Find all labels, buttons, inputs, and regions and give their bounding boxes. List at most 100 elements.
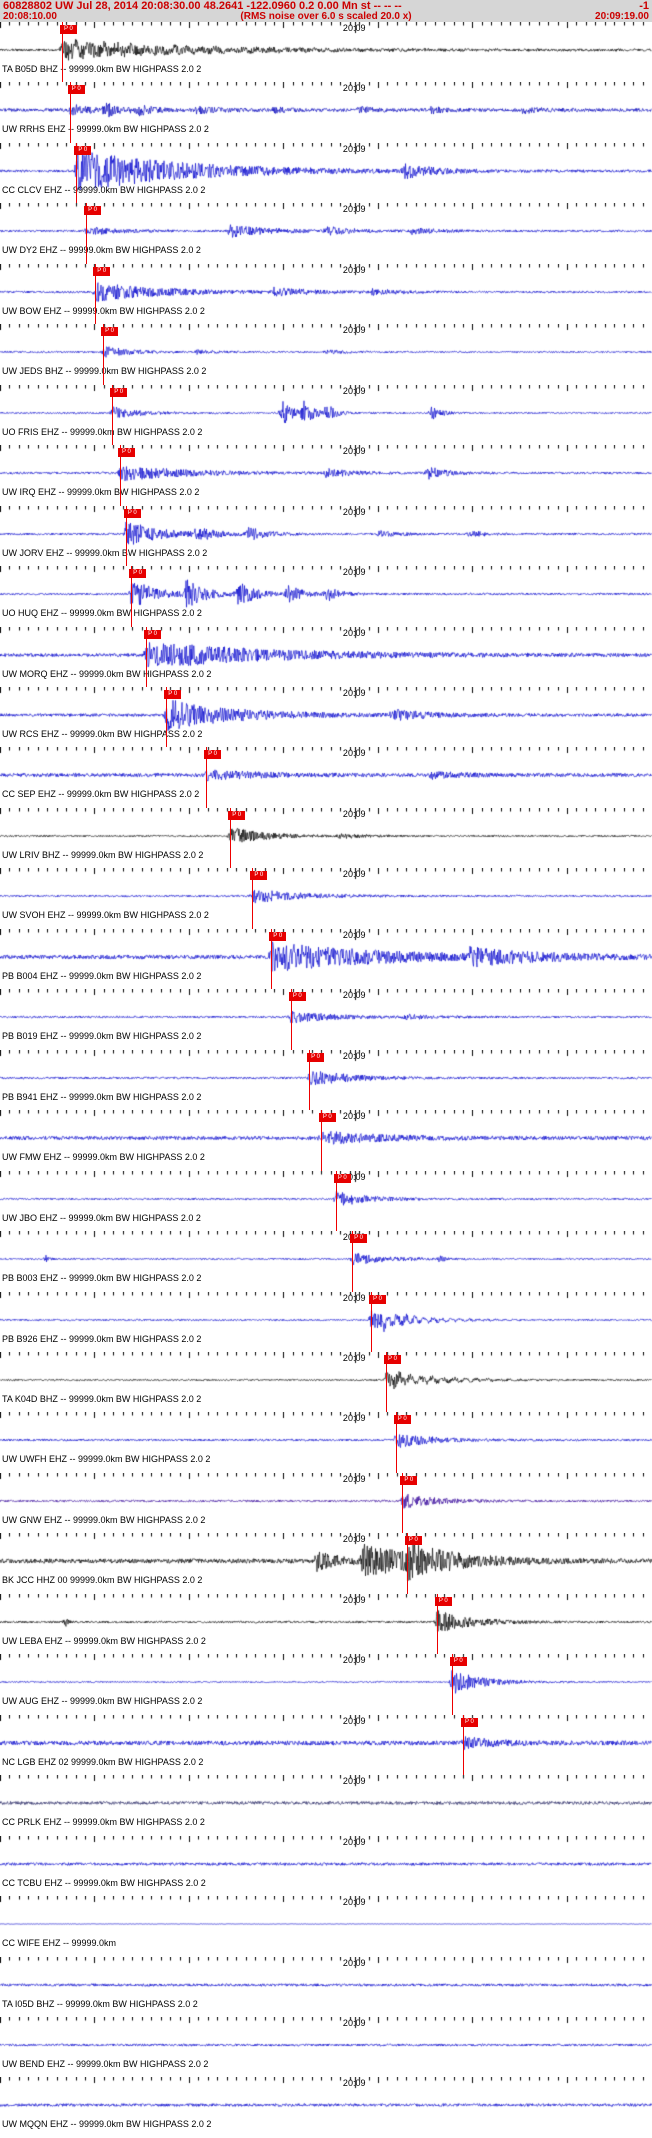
pick-line[interactable] [271, 928, 273, 990]
waveform-canvas[interactable] [0, 2077, 652, 2138]
pick-line[interactable] [385, 1351, 387, 1413]
pick-flag[interactable]: P 0 [269, 931, 287, 941]
pick-line[interactable] [125, 505, 127, 567]
pick-line[interactable] [402, 1472, 404, 1534]
pick-flag[interactable]: P 0 [393, 1415, 411, 1425]
pick-flag[interactable]: P 0 [110, 387, 128, 397]
pick-line[interactable] [352, 1231, 354, 1292]
waveform-canvas[interactable] [0, 747, 652, 808]
waveform-canvas[interactable] [0, 2016, 652, 2078]
waveform-canvas[interactable] [0, 566, 652, 627]
pick-line[interactable] [395, 1412, 397, 1473]
waveform-canvas[interactable] [0, 989, 652, 1050]
waveform-canvas[interactable] [0, 82, 652, 143]
pick-line[interactable] [95, 263, 97, 325]
pick-flag[interactable]: P 0 [228, 810, 246, 820]
trace-row-TA-B05D: 20:09 TA B05D BHZ -- 99999.0km BW HIGHPAS… [0, 22, 652, 83]
pick-flag[interactable]: P 0 [59, 25, 77, 34]
waveform-canvas[interactable] [0, 1533, 652, 1594]
waveform-canvas[interactable] [0, 1170, 652, 1232]
pick-line[interactable] [230, 807, 232, 869]
pick-flag[interactable]: P 0 [400, 1475, 418, 1485]
waveform-canvas[interactable] [0, 1654, 652, 1715]
waveform-canvas[interactable] [0, 1896, 652, 1957]
waveform-canvas[interactable] [0, 1412, 652, 1473]
waveform-canvas[interactable] [0, 626, 652, 687]
waveform-canvas[interactable] [0, 1351, 652, 1413]
waveform-canvas[interactable] [0, 1593, 652, 1655]
pick-line[interactable] [462, 1714, 464, 1776]
waveform-canvas[interactable] [0, 142, 652, 204]
pick-line[interactable] [131, 566, 133, 627]
pick-flag[interactable]: P 0 [144, 629, 162, 639]
pick-line[interactable] [112, 384, 114, 446]
station-label: CC WIFE EHZ -- 99999.0km [2, 1938, 117, 1949]
waveform-canvas[interactable] [0, 868, 652, 929]
pick-line[interactable] [76, 142, 78, 204]
pick-flag[interactable]: P 0 [404, 1536, 422, 1546]
waveform-canvas[interactable] [0, 1775, 652, 1836]
waveform-canvas[interactable] [0, 1291, 652, 1352]
pick-flag[interactable]: P 0 [67, 85, 85, 95]
pick-flag[interactable]: P 0 [164, 689, 182, 699]
waveform-canvas[interactable] [0, 22, 652, 83]
waveform-canvas[interactable] [0, 928, 652, 990]
waveform-canvas[interactable] [0, 203, 652, 264]
pick-line[interactable] [290, 989, 292, 1050]
waveform-canvas[interactable] [0, 807, 652, 869]
pick-flag[interactable]: P 0 [84, 206, 102, 216]
trace-row-PB-B941: 20:09 PB B941 EHZ -- 99999.0km BW HIGHPAS… [0, 1049, 652, 1111]
pick-flag[interactable]: P 0 [460, 1717, 478, 1727]
pick-flag[interactable]: P 0 [434, 1596, 452, 1606]
pick-flag[interactable]: P 0 [368, 1294, 386, 1304]
station-label: UW MQQN EHZ -- 99999.0km BW HIGHPASS 2.0… [2, 2119, 212, 2130]
pick-flag[interactable]: P 0 [117, 448, 135, 458]
waveform-canvas[interactable] [0, 445, 652, 506]
waveform-canvas[interactable] [0, 1714, 652, 1776]
pick-line[interactable] [406, 1533, 408, 1594]
pick-flag[interactable]: P 0 [383, 1354, 401, 1364]
pick-line[interactable] [61, 22, 63, 83]
pick-line[interactable] [86, 203, 88, 264]
pick-line[interactable] [309, 1049, 311, 1111]
pick-line[interactable] [436, 1593, 438, 1655]
pick-line[interactable] [119, 445, 121, 506]
pick-flag[interactable]: P 0 [101, 327, 119, 337]
pick-line[interactable] [451, 1654, 453, 1715]
waveform-canvas[interactable] [0, 1472, 652, 1534]
station-label: UW MORQ EHZ -- 99999.0km BW HIGHPASS 2.0… [2, 668, 212, 679]
pick-line[interactable] [320, 1110, 322, 1171]
pick-flag[interactable]: P 0 [93, 266, 111, 276]
pick-line[interactable] [335, 1170, 337, 1232]
waveform-canvas[interactable] [0, 505, 652, 567]
pick-flag[interactable]: P 0 [350, 1234, 368, 1244]
pick-flag[interactable]: P 0 [129, 569, 147, 579]
pick-flag[interactable]: P 0 [204, 750, 222, 760]
pick-line[interactable] [69, 82, 71, 143]
pick-line[interactable] [206, 747, 208, 808]
pick-flag[interactable]: P 0 [333, 1173, 351, 1183]
waveform-canvas[interactable] [0, 686, 652, 748]
pick-flag[interactable]: P 0 [250, 871, 268, 881]
waveform-canvas[interactable] [0, 1049, 652, 1111]
pick-line[interactable] [103, 324, 105, 385]
station-label: TA I05D BHZ -- 99999.0km BW HIGHPASS 2.0… [2, 1998, 198, 2009]
pick-line[interactable] [146, 626, 148, 687]
waveform-canvas[interactable] [0, 1956, 652, 2017]
pick-flag[interactable]: P 0 [74, 145, 92, 155]
pick-line[interactable] [252, 868, 254, 929]
minute-label: 20:09 [342, 627, 366, 638]
pick-line[interactable] [166, 686, 168, 748]
waveform-canvas[interactable] [0, 1231, 652, 1292]
minute-label: 20:09 [342, 687, 366, 698]
minute-label: 20:09 [342, 869, 366, 880]
pick-flag[interactable]: P 0 [288, 992, 306, 1002]
waveform-canvas[interactable] [0, 384, 652, 446]
pick-line[interactable] [370, 1291, 372, 1352]
pick-flag[interactable]: P 0 [123, 508, 141, 518]
pick-flag[interactable]: P 0 [307, 1052, 325, 1062]
pick-flag[interactable]: P 0 [318, 1113, 336, 1123]
waveform-canvas[interactable] [0, 1835, 652, 1897]
pick-flag[interactable]: P 0 [449, 1657, 467, 1667]
